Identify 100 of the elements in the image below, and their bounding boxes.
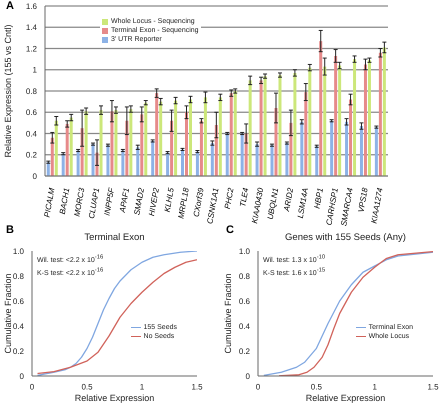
bar — [114, 110, 118, 176]
bar — [50, 138, 54, 176]
text: B — [6, 224, 14, 236]
bar — [181, 149, 184, 176]
bar — [189, 100, 192, 176]
bar — [278, 75, 282, 176]
bar — [304, 92, 308, 176]
bar — [234, 91, 237, 176]
y-tick-label: 0 — [32, 172, 38, 181]
x-axis-title: Relative Expression — [306, 393, 386, 403]
bar — [256, 144, 259, 176]
bar — [300, 122, 304, 176]
x-tick-label: HBP1 — [312, 187, 325, 210]
bar — [200, 120, 203, 176]
x-tick-label: HIVEP2 — [147, 186, 161, 217]
bar — [248, 80, 252, 176]
y-tick-label: 0.2 — [238, 346, 251, 356]
bar — [274, 108, 278, 176]
chart-title: Genes with 155 Seeds (Any) — [285, 232, 406, 243]
x-tick-label: TLE4 — [238, 186, 250, 208]
bar — [334, 56, 338, 176]
x-tick-label: CSNK1A1 — [205, 187, 221, 225]
y-tick-label: 0.6 — [12, 296, 25, 306]
x-axis-title: Relative Expression — [74, 393, 154, 403]
y-axis-title: Cumulative Fraction — [3, 273, 14, 354]
x-tick-label: MORC3 — [72, 186, 86, 218]
y-tick-label: 0.2 — [12, 346, 25, 356]
bar — [323, 66, 326, 176]
x-tick-label: PICALM — [42, 186, 57, 218]
y-tick-label: 0.4 — [238, 322, 251, 331]
x-tick-label: ARID2 — [282, 186, 296, 213]
bar — [144, 102, 148, 176]
x-tick-label: MRPL18 — [176, 186, 191, 220]
x-tick-label: SMAD2 — [132, 186, 146, 216]
bar — [240, 134, 244, 176]
y-tick-label: 1 — [32, 66, 38, 75]
x-tick-label: VPS18 — [356, 186, 370, 214]
bar — [185, 112, 188, 176]
y-tick-label: 0.8 — [12, 272, 25, 281]
y-tick-label: 1.0 — [238, 246, 251, 256]
bar — [338, 66, 342, 176]
bar — [260, 80, 263, 176]
x-tick-label: 0.5 — [81, 382, 94, 392]
x-tick-label: 1.5 — [191, 382, 204, 392]
bar — [230, 93, 233, 176]
y-tick-label: 0.8 — [26, 86, 38, 96]
text: C — [226, 224, 234, 236]
bar — [110, 111, 114, 176]
bar — [106, 145, 110, 176]
x-tick-label: 1.5 — [427, 382, 440, 392]
y-tick-label: 0.4 — [12, 322, 25, 331]
bar — [360, 126, 363, 176]
y-tick-label: 1.2 — [26, 44, 38, 54]
bar — [270, 145, 274, 176]
y-axis-title: Relative Expression (155 vs Cntl) — [3, 24, 14, 158]
bar — [319, 41, 322, 176]
bar — [218, 97, 222, 176]
bar — [100, 110, 103, 176]
x-tick-label: KIAA1274 — [369, 186, 385, 224]
bar — [66, 124, 69, 176]
x-tick-label: UBQLN1 — [266, 187, 280, 220]
bar — [204, 97, 207, 176]
x-tick-label: KIAA0430 — [250, 186, 266, 224]
y-tick-label: 0.6 — [26, 108, 38, 118]
x-tick-label: SMARCA4 — [339, 186, 355, 227]
bar — [166, 152, 170, 176]
bar — [70, 118, 73, 176]
bar — [378, 52, 382, 176]
y-tick-label: 0.4 — [26, 129, 38, 138]
x-tick-label: PHC2 — [222, 186, 236, 210]
bar — [155, 93, 158, 176]
x-tick-label: 1 — [140, 382, 145, 392]
bar — [62, 154, 65, 176]
bar — [315, 146, 318, 176]
y-axis-title: Cumulative Fraction — [223, 273, 234, 354]
x-tick-label: 0 — [256, 382, 261, 392]
text: A — [6, 0, 14, 12]
bar — [159, 102, 162, 176]
bar — [140, 114, 144, 176]
x-tick-label: INPP5F — [102, 186, 116, 216]
y-tick-label: 0.6 — [238, 296, 251, 306]
y-tick-label: 0.8 — [238, 272, 251, 281]
bar — [382, 47, 386, 176]
bar — [330, 120, 334, 176]
bar — [121, 150, 124, 176]
bar — [364, 64, 367, 176]
x-tick-label: 1 — [372, 382, 378, 392]
x-tick-label: BACH1 — [58, 187, 72, 215]
x-tick-label: 0.5 — [310, 382, 322, 392]
bar — [210, 143, 214, 176]
bar — [226, 134, 229, 176]
bar — [368, 60, 371, 176]
x-tick-label: CXorf39 — [192, 186, 206, 218]
bar — [264, 76, 267, 176]
bar — [92, 144, 95, 176]
x-tick-label: KLHL5 — [162, 186, 176, 213]
bar — [151, 140, 154, 176]
chart-title: Terminal Exon — [84, 232, 145, 243]
bar — [353, 59, 356, 176]
y-tick-label: 1.0 — [12, 246, 25, 256]
